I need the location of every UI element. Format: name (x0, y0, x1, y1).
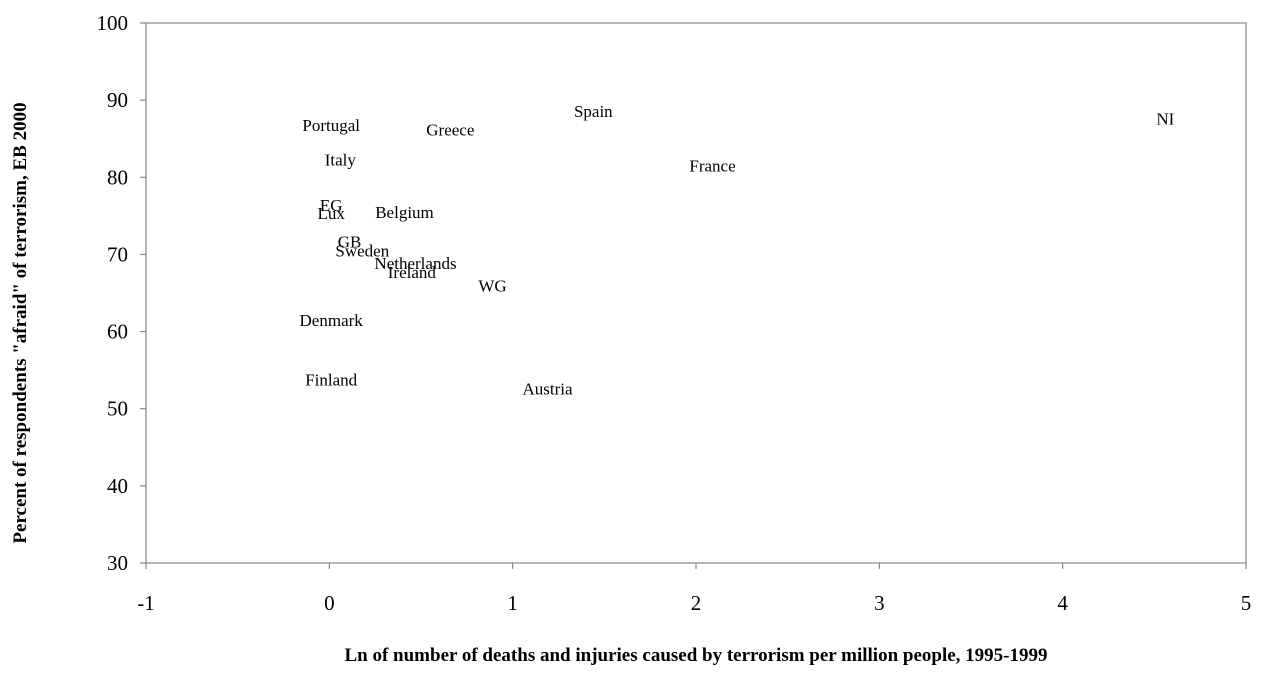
y-axis: 30 40 50 60 70 80 90 100 (97, 11, 146, 575)
x-tick-label: 0 (324, 591, 335, 615)
x-tick-label: 2 (691, 591, 702, 615)
y-tick-label: 90 (107, 88, 128, 112)
data-point-label: Italy (325, 151, 357, 170)
data-point-label: NI (1156, 110, 1174, 129)
x-axis: -1 0 1 2 3 4 5 (137, 563, 1251, 615)
data-point-label: Netherlands (374, 254, 456, 273)
data-point-label: France (689, 157, 735, 176)
data-point-label: EG (320, 196, 343, 215)
y-axis-title: Percent of respondents "afraid" of terro… (10, 102, 31, 543)
data-point-label: Belgium (375, 203, 434, 222)
data-point-label: Ireland (388, 263, 437, 282)
x-axis-title: Ln of number of deaths and injuries caus… (344, 645, 1047, 666)
x-tick-label: 1 (507, 591, 518, 615)
data-point-label: GB (338, 232, 362, 251)
y-tick-label: 80 (107, 165, 128, 189)
data-point-label: Lux (317, 204, 345, 223)
x-tick-label: 4 (1057, 591, 1068, 615)
x-tick-label: 5 (1241, 591, 1252, 615)
data-point-label: Sweden (335, 242, 389, 261)
x-tick-label: -1 (137, 591, 155, 615)
data-point-label: Finland (305, 370, 357, 389)
y-tick-label: 60 (107, 320, 128, 344)
y-tick-label: 40 (107, 474, 128, 498)
data-point-label: Austria (522, 380, 573, 399)
y-tick-label: 70 (107, 242, 128, 266)
plot-area (145, 22, 1247, 564)
x-tick-label: 3 (874, 591, 885, 615)
y-tick-label: 100 (97, 11, 129, 35)
data-point-label: Greece (426, 120, 474, 139)
data-point-label: WG (478, 276, 506, 295)
data-point-label: Portugal (302, 116, 360, 135)
y-tick-label: 50 (107, 397, 128, 421)
data-point-label: Spain (574, 102, 613, 121)
data-point-label: Denmark (300, 311, 364, 330)
y-tick-label: 30 (107, 551, 128, 575)
